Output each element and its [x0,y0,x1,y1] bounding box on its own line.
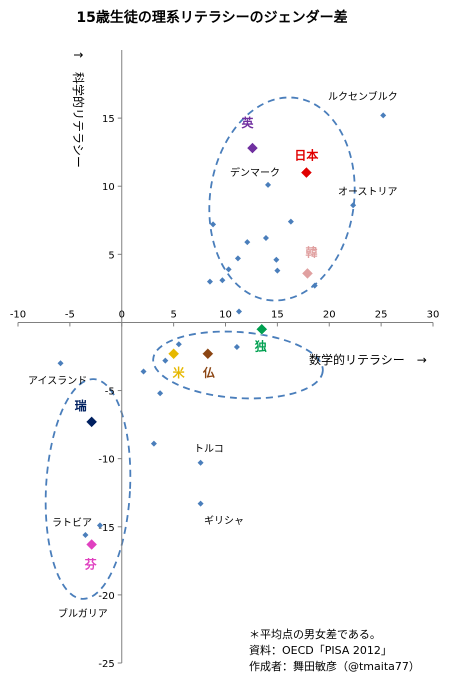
x-axis-label: 数学的リテラシー → [309,352,427,367]
highlight-point [85,416,98,428]
axis-labels: 数学的リテラシー → ↑ 科学的リテラシー [71,50,427,367]
data-point [233,343,240,350]
data-point [150,440,157,447]
ellipse-low-group [44,378,132,600]
x-tick-label: 20 [323,309,336,320]
data-point [350,202,357,209]
label-greece: ギリシャ [204,515,244,527]
data-point [262,234,269,241]
data-point [219,277,226,284]
highlight-point [301,267,314,280]
highlight-point [85,538,98,551]
highlight-point [202,347,214,360]
y-axis-label: ↑ 科学的リテラシー [71,50,86,168]
data-point [162,357,169,364]
highlight-point [255,323,268,336]
data-point [82,531,89,538]
highlight-point [246,142,259,154]
label-luxembourg: ルクセンブルク [328,90,398,103]
x-tick-label: -10 [10,309,26,320]
ellipse-middle-group [152,330,324,400]
highlight-label: 瑞 [75,398,87,413]
data-point [197,459,204,466]
note-source: 資料：OECD「PISA 2012」 [249,643,392,657]
label-denmark: デンマーク [230,166,280,179]
note-asterisk: ＊平均点の男女差である。 [249,627,381,641]
data-point [225,266,232,273]
ellipse-high-group [208,96,356,302]
x-tick-label: 30 [427,309,440,320]
y-tick-label: 10 [102,182,115,193]
x-tick-label: 0 [119,309,125,320]
highlight-point [300,166,313,179]
data-point [234,255,241,262]
label-bulgaria: ブルガリア [58,607,108,620]
label-iceland: アイスランド [28,375,87,387]
group-ellipses [44,96,356,600]
data-point [175,341,182,348]
data-point [96,522,103,529]
data-point [206,278,213,285]
label-turkey: トルコ [194,444,224,455]
data-point [157,390,164,397]
highlight-label: 独 [254,338,267,353]
highlight-label: 芬 [84,556,98,571]
chart-title: 15歳生徒の理系リテラシーのジェンダー差 [76,9,347,26]
highlight-point [167,347,180,360]
source-notes: ＊平均点の男女差である。 資料：OECD「PISA 2012」 作成者：舞田敏彦… [249,627,420,673]
data-point [274,267,281,274]
label-austria: オーストリア [338,186,398,198]
y-tick-label: -10 [98,455,114,466]
x-tick-label: 10 [219,309,232,320]
data-point [311,282,318,289]
country-labels: ルクセンブルク デンマーク オーストリア アイスランド トルコ ギリシャ ラトビ… [28,90,398,620]
y-tick-label: 15 [102,114,115,125]
data-point [140,368,147,375]
data-point [210,221,217,228]
highlight-label: 仏 [203,366,215,380]
data-point [57,360,64,367]
axes: -10 -5 0 5 10 15 20 25 30 -25 -20 -15 -10 -5 5 10 15 [10,50,440,670]
data-point [287,218,294,225]
data-point [235,308,242,315]
label-latvia: ラトビア [52,517,92,529]
y-tick-label: 5 [108,250,114,261]
data-point [273,256,280,263]
highlight-label: 韓 [305,244,317,259]
x-tick-label: -5 [65,309,75,320]
data-points [57,112,387,538]
data-point [380,112,387,119]
y-tick-label: -5 [105,387,115,398]
y-tick-label: -15 [98,523,114,534]
x-tick-label: 5 [170,309,176,320]
y-tick-label: -25 [98,659,114,670]
highlight-label: 日本 [294,148,318,163]
data-point [244,239,251,246]
highlight-label: 英 [241,115,254,130]
highlight-label: 米 [173,365,186,380]
x-tick-label: 15 [271,309,284,320]
data-point [265,181,272,188]
x-tick-label: 25 [375,309,388,320]
data-point [197,500,204,507]
y-tick-label: -20 [98,591,114,602]
note-author: 作成者：舞田敏彦（@tmaita77） [249,659,420,673]
